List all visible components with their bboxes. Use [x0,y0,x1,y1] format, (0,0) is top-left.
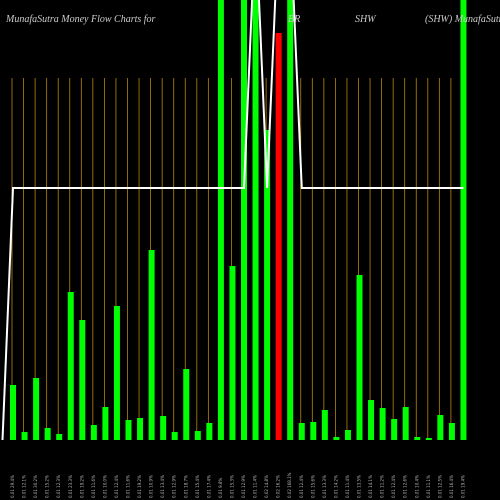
ticker: SHW [355,14,377,25]
bar [333,437,340,440]
bar [79,320,86,440]
x-tick-label: 0.01 11.6% [91,475,96,498]
bar [56,434,63,440]
bar [356,275,363,440]
bar [437,415,444,440]
x-tick-label: 0.02 16.2% [276,475,281,498]
x-tick-label: 0.01 12.9% [241,475,246,498]
bar [425,438,432,440]
x-tick-label: 0.01 17.4% [206,475,211,498]
x-tick-label: 0.01 19.2% [79,475,84,498]
x-tick-label: 0.01 14.1% [368,475,373,498]
x-tick-label: 0.01 11.4% [253,475,258,498]
bar [33,378,40,440]
x-tick-label: 0.01 12.4% [299,475,304,498]
x-tick-label: 0.01 15.6% [310,475,315,498]
bar [264,130,271,440]
x-tick-label: 0.01 16.4% [449,475,454,498]
bar [368,400,375,440]
bar [241,0,247,440]
x-tick-label: 0.01 15.4% [195,475,200,498]
bar [252,0,259,440]
x-tick-label: 0.01 12.4% [391,475,396,498]
x-tick-label: 0.01 15.3% [229,475,234,498]
bar [275,33,282,440]
bar [160,416,167,440]
bar [44,428,51,440]
x-tick-label: 0.01 12.5% [437,475,442,498]
x-tick-label: 0.01 12.9% [172,475,177,498]
bar [10,385,16,440]
x-tick-label: 0.02 14.8% [264,475,269,498]
x-tick-label: 0.01 29.4% [10,475,15,498]
symbol: BR [288,14,300,25]
bar [67,292,74,440]
x-tick-label: 0.01 14.2% [333,475,338,498]
x-tick-label: 0.01 11.4% [345,475,350,498]
x-tick-label: 0.02 168.1% [287,472,292,498]
x-tick-label: 0.01 19.2% [137,475,142,498]
bar [90,425,97,440]
bars [10,0,467,440]
bar [206,423,213,440]
bar [113,306,120,440]
bar [321,410,328,440]
x-tick-label: 0.01 15.2% [45,475,50,498]
x-tick-label: 0.01 23.3% [68,475,73,498]
bar [460,0,467,440]
bar [298,423,305,440]
x-tick-label: 0.01 13.5% [357,475,362,498]
chart-title: MunafaSutra Money Flow Charts for [5,14,156,25]
x-tick-label: 0.01 11.2% [380,475,385,498]
bar [194,431,201,440]
x-tick-label: 0.01 12.6% [403,475,408,498]
site: (SHW) MunafaSutra.com [425,14,500,25]
x-tick-label: 0.01 10.4% [414,475,419,498]
x-tick-label: 0.01 10.9% [149,475,154,498]
x-tick-label: 0.01 11.6% [126,475,131,498]
x-tick-label: 0.01 13.3% [322,475,327,498]
bar [171,432,178,440]
bar [21,432,28,440]
bar [448,423,455,440]
x-tick-label: 0.01 10.0% [102,475,107,498]
bar [183,369,190,440]
money-flow-line [1,0,464,440]
bar [217,0,224,440]
x-tick-label: 0.01 30.2% [33,475,38,498]
bar [414,437,421,440]
x-tick-label: 0.01 18.7% [183,475,188,498]
bar [137,418,144,440]
lines [1,0,464,440]
bar [402,407,409,440]
bar [125,420,132,440]
labels: 0.01 29.4% 0.01 12.1% 0.01 30.2% 0.01 15.2%… [10,472,465,498]
x-tick-label: 0.01 9.8% [218,477,223,498]
x-tick-label: 0.01 12.1% [22,475,27,498]
x-tick-label: 0.01 12.3% [56,475,61,498]
bar [229,266,236,440]
bar [148,250,155,440]
bar [287,0,294,440]
x-tick-label: 0.01 19.4% [460,475,465,498]
x-tick-label: 0.01 12.4% [114,475,119,498]
bar [102,407,109,440]
x-tick-label: 0.01 13.4% [160,475,165,498]
bar [344,430,351,440]
bar [391,419,398,440]
bar [310,422,317,440]
bar [379,408,386,440]
x-tick-label: 0.01 11.1% [426,475,431,498]
